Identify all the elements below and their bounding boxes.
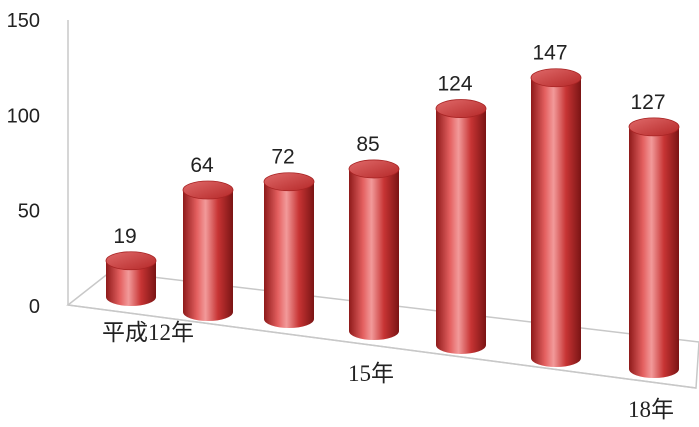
y-tick-label: 0 <box>29 296 40 318</box>
bar-body <box>349 168 399 340</box>
bar-series <box>105 68 680 378</box>
bar <box>348 159 400 340</box>
y-tick-label: 150 <box>7 10 40 32</box>
bar <box>105 251 157 306</box>
bar-cap <box>348 159 400 179</box>
bar-body <box>531 77 581 367</box>
bar <box>182 180 234 321</box>
bar-cap <box>263 172 315 192</box>
bar-cap <box>628 117 680 137</box>
bar-value-label: 72 <box>271 146 294 169</box>
y-tick-label: 100 <box>7 105 40 127</box>
bar-body <box>106 260 156 306</box>
bar <box>628 117 680 378</box>
floor-front-edge <box>67 304 697 389</box>
x-tick-label: 15年 <box>348 361 394 386</box>
bar <box>435 99 487 354</box>
y-tick-label: 50 <box>18 201 40 223</box>
bar-cap <box>105 251 157 271</box>
bar-body <box>183 189 233 321</box>
axis-frame <box>66 20 699 389</box>
bar-cap <box>435 99 487 118</box>
bar <box>530 68 582 367</box>
bar-value-label: 85 <box>356 133 379 156</box>
y-axis-ticks: 0 50 100 150 <box>7 10 40 318</box>
bar-value-label: 147 <box>532 42 567 65</box>
x-tick-label: 平成12年 <box>102 320 194 345</box>
bar-cap <box>182 180 234 200</box>
bar <box>263 172 315 328</box>
data-labels: 19 64 72 85 124 147 127 <box>113 42 665 248</box>
bar-value-label: 64 <box>190 154 214 177</box>
x-tick-label: 18年 <box>628 397 674 422</box>
bar-value-label: 124 <box>437 73 472 96</box>
bar-body <box>264 181 314 328</box>
bar-value-label: 127 <box>630 91 665 114</box>
bar-body <box>629 126 679 378</box>
bar-cap <box>530 68 582 88</box>
bar-value-label: 19 <box>113 225 136 248</box>
x-axis-labels: 平成12年 15年 18年 <box>102 320 674 422</box>
bar-body <box>436 108 486 354</box>
